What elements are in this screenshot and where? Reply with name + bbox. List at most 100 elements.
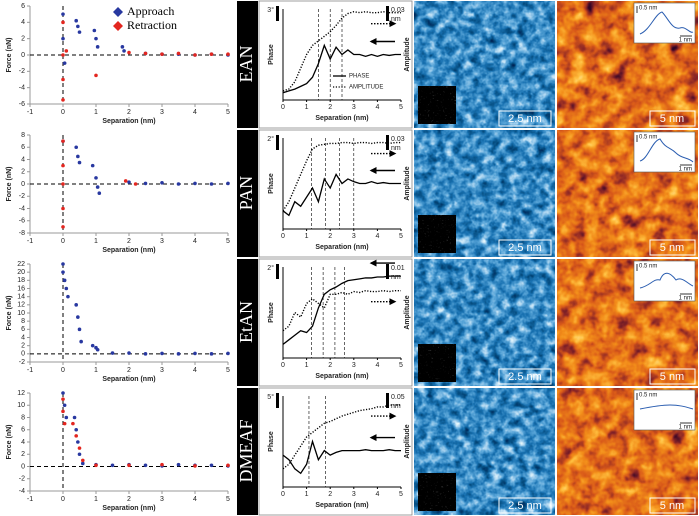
data-point bbox=[61, 12, 65, 16]
data-point bbox=[160, 180, 164, 185]
data-point bbox=[90, 343, 95, 348]
y-tick-label: 10 bbox=[17, 310, 25, 317]
x-tick-label: 1 bbox=[305, 362, 309, 369]
x-axis-label: Separation (nm) bbox=[315, 502, 368, 509]
data-point bbox=[61, 270, 65, 274]
y-tick-label: -2 bbox=[19, 68, 25, 75]
image-scale: 2.5 nm bbox=[508, 500, 542, 512]
data-line bbox=[282, 173, 401, 217]
y-axis-label: Phase bbox=[268, 431, 275, 452]
profile-line bbox=[639, 404, 694, 410]
data-point bbox=[74, 434, 78, 438]
scale-box bbox=[649, 239, 696, 256]
x-tick-label: 3 bbox=[160, 238, 164, 245]
y-tick-label: 0 bbox=[21, 463, 25, 470]
legend-label: PHASE bbox=[349, 74, 369, 80]
x-tick-label: 2 bbox=[328, 362, 332, 369]
data-point bbox=[62, 403, 67, 408]
panel-frame bbox=[258, 0, 413, 129]
x-tick-label: 3 bbox=[352, 491, 356, 498]
phase-scale: 2° bbox=[267, 135, 274, 143]
y-tick-label: 6 bbox=[21, 3, 25, 10]
amplitude-unit: nm bbox=[391, 274, 401, 281]
sample-strip bbox=[237, 388, 258, 515]
amplitude-scale: 0.03 bbox=[391, 136, 405, 143]
scale-bar bbox=[276, 264, 279, 279]
data-point bbox=[77, 160, 82, 165]
x-tick-label: 1 bbox=[94, 496, 98, 503]
scale-bar bbox=[386, 393, 389, 408]
x-tick-label: 4 bbox=[193, 238, 197, 245]
data-point bbox=[74, 145, 78, 150]
y-tick-label: -6 bbox=[19, 218, 25, 225]
data-point bbox=[77, 452, 82, 457]
data-point bbox=[79, 339, 83, 344]
data-point bbox=[209, 52, 214, 56]
data-point bbox=[160, 351, 164, 356]
data-point bbox=[90, 163, 95, 168]
phase-scale: 5° bbox=[267, 393, 274, 401]
y-tick-label: 20 bbox=[17, 269, 25, 276]
scale-box bbox=[649, 368, 696, 385]
y-tick-label: 22 bbox=[17, 261, 25, 268]
data-point bbox=[193, 181, 197, 186]
amplitude-unit: nm bbox=[391, 16, 401, 23]
data-point bbox=[193, 53, 197, 57]
data-point bbox=[176, 462, 181, 467]
data-point bbox=[94, 176, 98, 180]
x-tick-label: 4 bbox=[375, 104, 379, 111]
scale-box bbox=[498, 497, 552, 514]
x-tick-label: 5 bbox=[226, 496, 230, 503]
x-tick-label: 2 bbox=[127, 238, 131, 245]
scale-box bbox=[498, 368, 552, 385]
data-point bbox=[127, 463, 131, 468]
y-tick-label: 0 bbox=[21, 351, 25, 358]
x-tick-label: 4 bbox=[193, 109, 197, 116]
x-tick-label: 0 bbox=[281, 233, 285, 240]
y-tick-label: 12 bbox=[17, 302, 25, 309]
fft-inset bbox=[418, 215, 456, 253]
x-tick-label: 3 bbox=[160, 367, 164, 374]
x-tick-label: 2 bbox=[127, 496, 131, 503]
data-point bbox=[74, 427, 78, 432]
y2-axis-label: Amplitude bbox=[404, 166, 411, 200]
x-tick-label: 0 bbox=[61, 496, 65, 503]
data-point bbox=[143, 51, 148, 56]
data-point bbox=[61, 20, 65, 25]
y-tick-label: 6 bbox=[21, 427, 25, 434]
y-tick-label: 6 bbox=[21, 144, 25, 151]
scale-bar bbox=[276, 393, 279, 408]
image-scale: 5 nm bbox=[660, 242, 684, 254]
data-point bbox=[127, 351, 131, 355]
x-axis-label: Separation (nm) bbox=[102, 247, 155, 254]
data-point bbox=[76, 154, 80, 159]
data-point bbox=[62, 61, 67, 65]
x-tick-label: 1 bbox=[305, 491, 309, 498]
y2-axis-label: Amplitude bbox=[404, 37, 411, 71]
y-tick-label: 4 bbox=[21, 334, 25, 341]
data-line bbox=[282, 404, 401, 470]
x-tick-label: 5 bbox=[226, 367, 230, 374]
scale-bar bbox=[276, 135, 279, 150]
data-point bbox=[122, 49, 126, 53]
data-point bbox=[95, 185, 100, 189]
amplitude-scale: 0.03 bbox=[391, 7, 405, 14]
x-tick-label: 0 bbox=[281, 362, 285, 369]
y-tick-label: 18 bbox=[17, 277, 25, 284]
x-axis-label: Separation (nm) bbox=[102, 376, 155, 383]
legend-label: AMPLITUDE bbox=[349, 85, 383, 91]
phase-scale: 2° bbox=[267, 264, 274, 272]
profile-line bbox=[639, 11, 694, 35]
x-tick-label: 3 bbox=[352, 104, 356, 111]
data-point bbox=[226, 52, 230, 56]
data-point bbox=[61, 262, 65, 266]
x-tick-label: -1 bbox=[27, 367, 33, 374]
data-point bbox=[92, 28, 97, 33]
data-point bbox=[61, 397, 65, 401]
data-point bbox=[61, 182, 65, 186]
data-point bbox=[143, 463, 148, 468]
legend-marker bbox=[113, 7, 123, 17]
profile-y-scale: 0.5 nm bbox=[639, 264, 657, 270]
data-point bbox=[95, 347, 100, 352]
x-tick-label: 2 bbox=[127, 109, 131, 116]
